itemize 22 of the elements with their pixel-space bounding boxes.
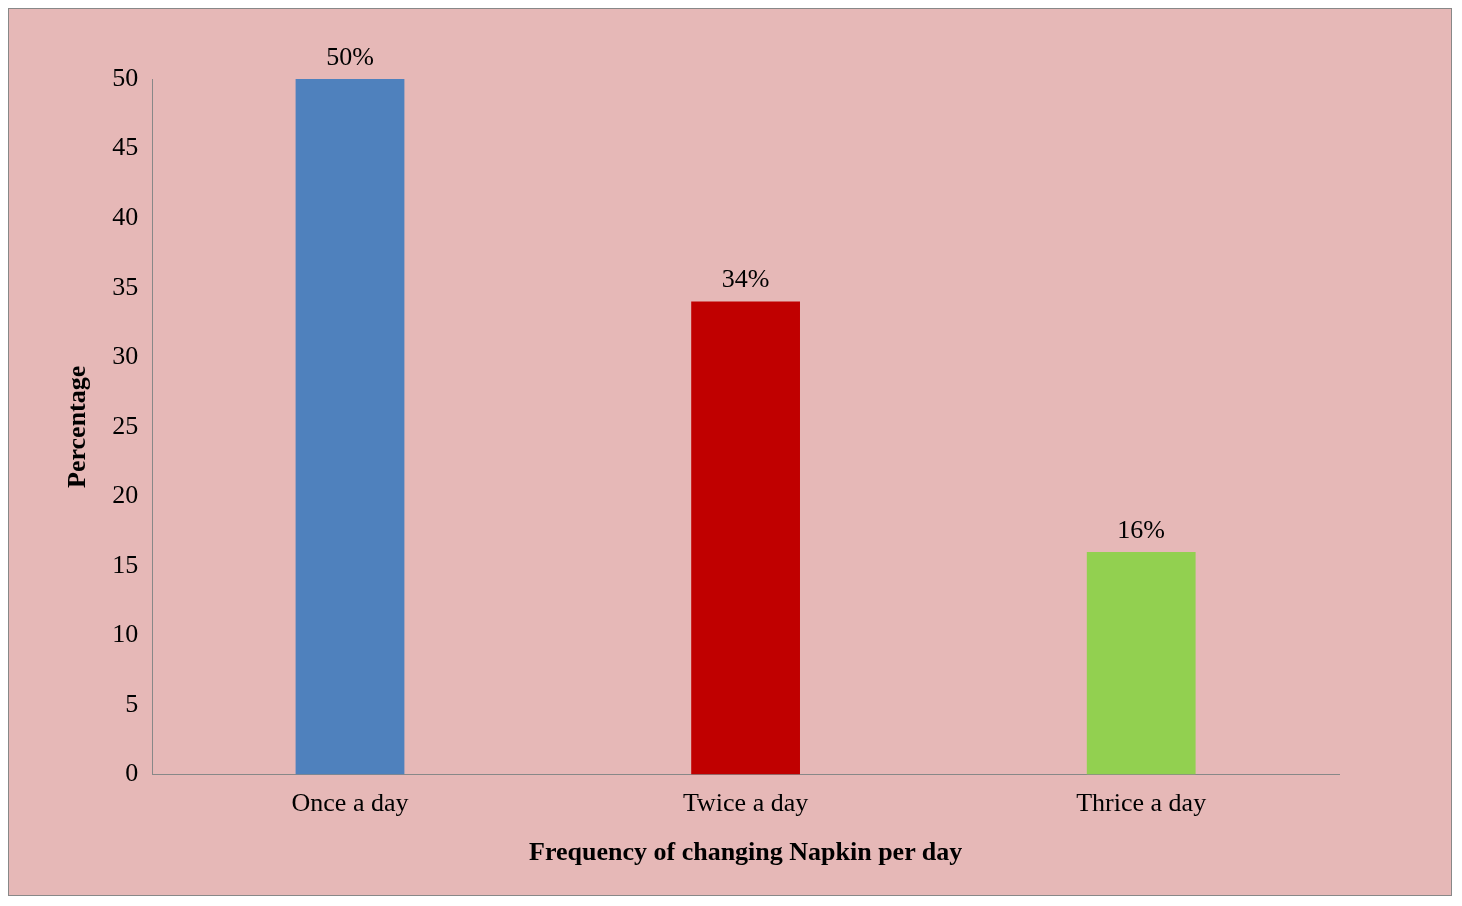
data-label: 16%: [1117, 514, 1166, 544]
y-axis-title: Percentage: [62, 365, 92, 488]
y-tick-label: 40: [112, 201, 139, 231]
data-label: 50%: [326, 41, 374, 71]
data-label: 34%: [721, 264, 770, 294]
y-tick-label: 5: [125, 688, 139, 718]
x-tick-label: Once a day: [291, 788, 409, 818]
y-tick-label: 20: [112, 480, 139, 510]
x-tick-label: Twice a day: [682, 788, 809, 818]
x-tick-label: Thrice a day: [1076, 788, 1207, 818]
y-tick-label: 10: [112, 619, 139, 649]
y-tick-label: 25: [112, 410, 139, 440]
y-tick-label: 50: [112, 62, 139, 92]
y-tick-label: 35: [112, 271, 139, 301]
bar: [691, 301, 800, 775]
y-tick-label: 0: [125, 758, 139, 788]
bar: [1086, 552, 1196, 775]
y-tick-label: 30: [112, 341, 139, 371]
x-axis-title: Frequency of changing Napkin per day: [529, 837, 963, 867]
y-tick-label: 15: [112, 549, 139, 579]
bar: [295, 79, 405, 775]
y-tick-label: 45: [112, 132, 139, 162]
